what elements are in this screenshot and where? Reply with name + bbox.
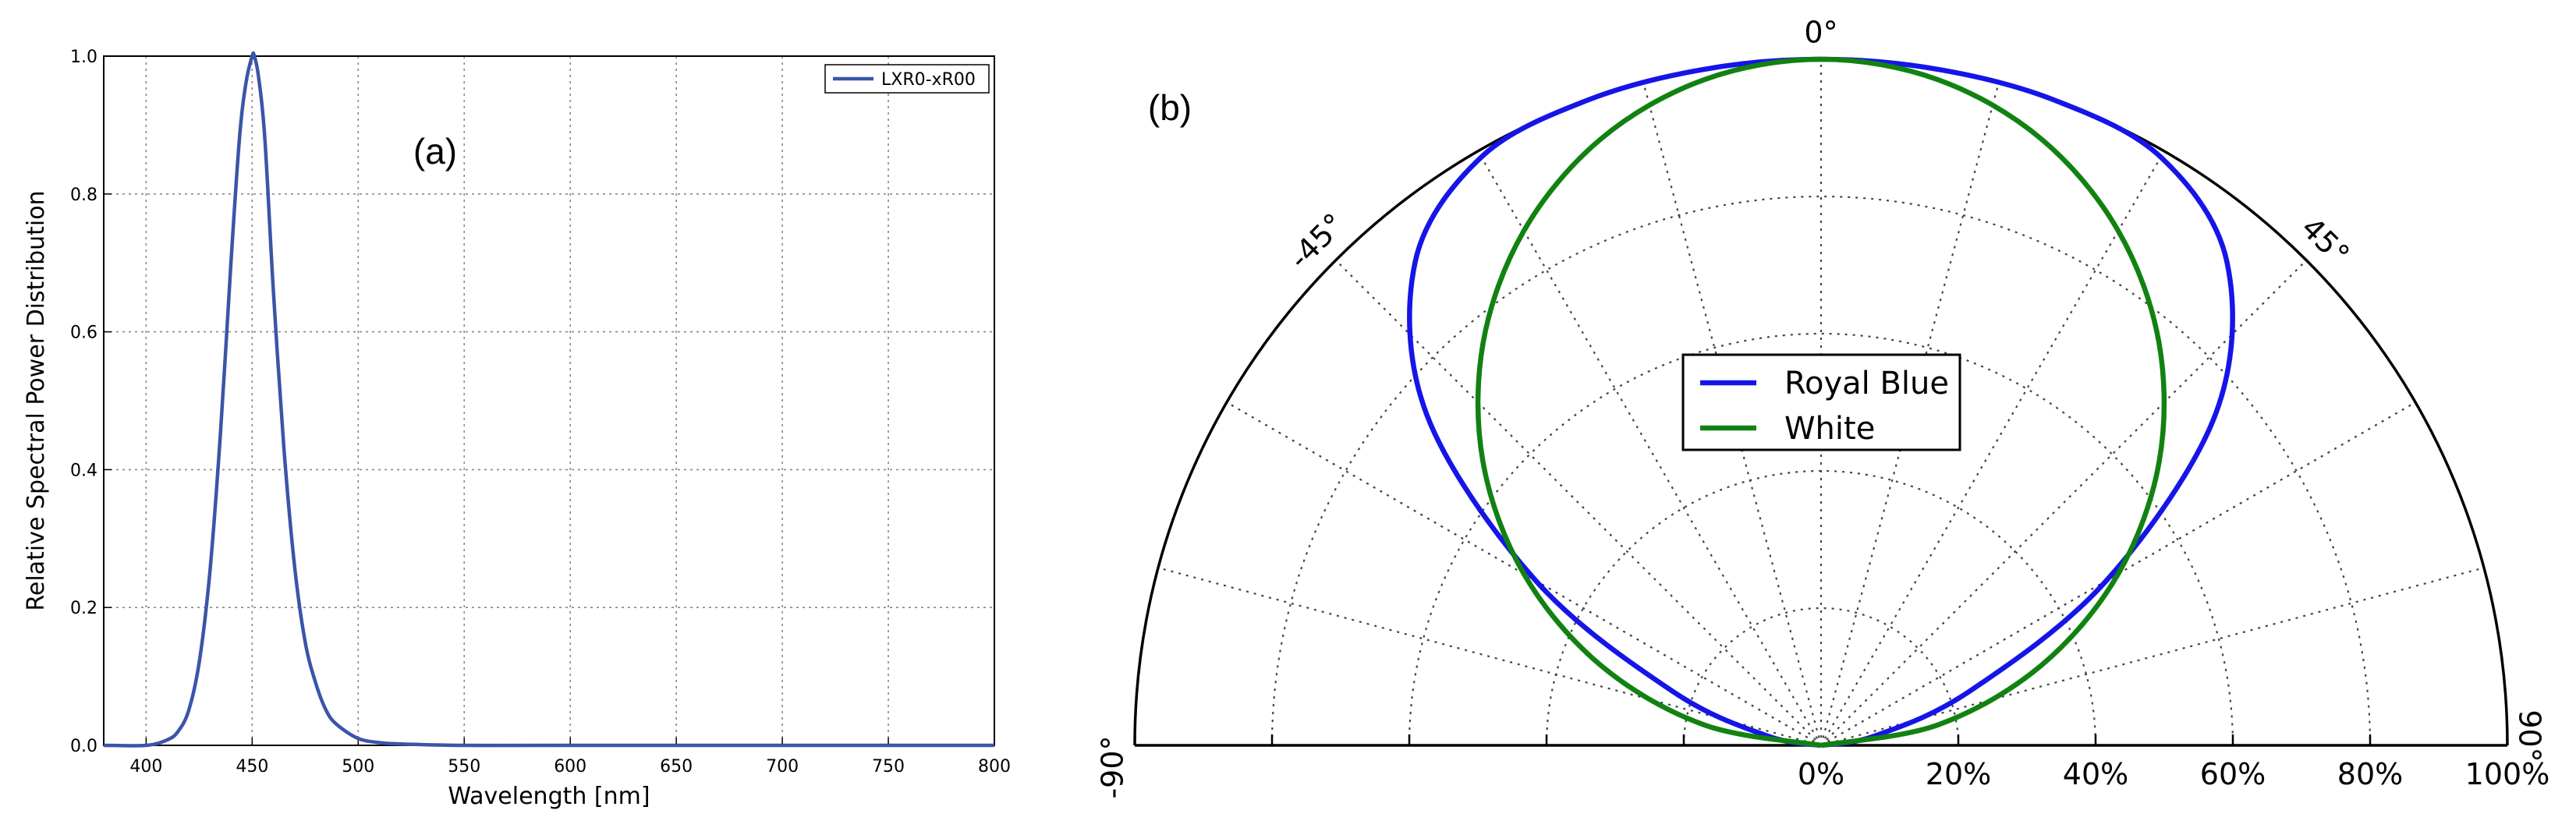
polar-r-tick-label: 80%: [2337, 757, 2403, 791]
spectrum-x-axis-label: Wavelength [nm]: [448, 783, 650, 810]
spectrum-legend: LXR0-xR00: [824, 64, 990, 94]
panel-b-label: (b): [1148, 87, 1192, 128]
spectrum-y-tick-label: 0.8: [70, 186, 97, 205]
polar-r-tick-label: 40%: [2063, 757, 2128, 791]
spectrum-series-line: [103, 51, 994, 748]
spectrum-y-tick-label: 0.4: [70, 461, 97, 480]
polar-legend-label-white: White: [1784, 411, 1875, 447]
spectrum-x-tick-label: 600: [554, 757, 586, 777]
polar-angular-gridline: [1820, 259, 2308, 746]
spectrum-y-tick-label: 1.0: [70, 48, 97, 67]
spectrum-x-tick-label: 400: [129, 757, 162, 777]
polar-r-tick-label: 60%: [2200, 757, 2266, 791]
panel-a-label: (a): [413, 131, 457, 172]
polar-series-white: [1475, 56, 2167, 748]
polar-ticks: 0% 20% 40% 60% 80% 100%-90°-45°0°45°90°: [1096, 16, 2550, 799]
spectrum-y-tick-label: 0.6: [70, 324, 97, 343]
polar-angular-gridline: [1334, 259, 1822, 746]
spectrum-x-tick-label: 550: [448, 757, 480, 777]
spectrum-x-tick-label: 700: [766, 757, 799, 777]
polar-theta-tick-label: 0°: [1804, 16, 1837, 50]
spectrum-x-tick-label: 650: [660, 757, 693, 777]
spectrum-y-tick-label: 0.0: [70, 737, 97, 756]
polar-chart: 0% 20% 40% 60% 80% 100%-90°-45°0°45°90° (b) R…: [1096, 16, 2550, 799]
polar-radial-gridline: [1682, 607, 1960, 746]
spectrum-x-tick-label: 800: [978, 757, 1011, 777]
polar-legend-label-royal-blue: Royal Blue: [1784, 366, 1949, 402]
spectrum-ticks: 400 450 500 550 600 650 700 750 800 0.0 0.2 0.4 0.6 0…: [70, 48, 1011, 777]
polar-r-tick-label: 0%: [1798, 757, 1844, 791]
spectrum-x-tick-label: 450: [236, 757, 268, 777]
polar-legend: Royal Blue White: [1681, 353, 1961, 451]
spectrum-legend-label: LXR0-xR00: [881, 70, 976, 90]
polar-r-tick-label: 20%: [1926, 757, 1991, 791]
polar-theta-tick-label: 45°: [2294, 211, 2356, 272]
polar-r-tick-label: 100%: [2465, 757, 2550, 791]
polar-theta-tick-label: -90°: [1096, 735, 1130, 798]
spectrum-x-tick-label: 500: [342, 757, 374, 777]
spectrum-chart: 400 450 500 550 600 650 700 750 800 0.0 0.2 0.4 0.6 0…: [23, 48, 1011, 810]
spectrum-grid: [104, 56, 994, 745]
polar-theta-tick-label: 90°: [2513, 709, 2547, 762]
spectrum-x-tick-label: 750: [872, 757, 905, 777]
spectrum-y-axis-label: Relative Spectral Power Distribution: [23, 190, 50, 610]
spectrum-y-tick-label: 0.2: [70, 599, 97, 618]
polar-legend-box: [1681, 353, 1961, 451]
